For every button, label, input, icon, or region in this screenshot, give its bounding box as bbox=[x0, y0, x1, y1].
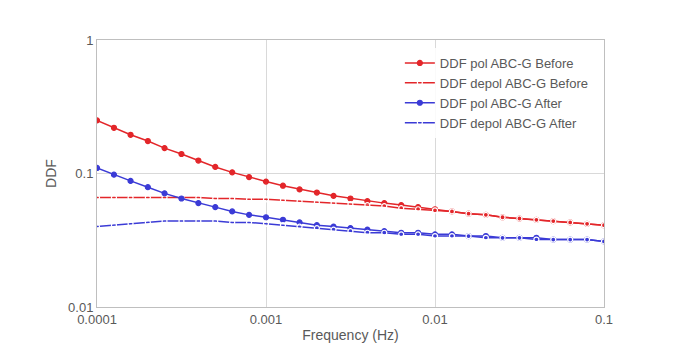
svg-text:0.0001: 0.0001 bbox=[77, 312, 117, 327]
svg-text:0.001: 0.001 bbox=[250, 312, 283, 327]
svg-text:1: 1 bbox=[86, 33, 93, 48]
svg-text:DDF: DDF bbox=[43, 159, 59, 188]
svg-text:DDF depol ABC-G Before: DDF depol ABC-G Before bbox=[440, 76, 588, 91]
svg-text:0.01: 0.01 bbox=[68, 300, 93, 315]
svg-text:0.01: 0.01 bbox=[422, 312, 447, 327]
svg-text:0.1: 0.1 bbox=[595, 312, 613, 327]
svg-text:DDF depol ABC-G After: DDF depol ABC-G After bbox=[440, 116, 577, 131]
svg-text:DDF pol ABC-G Before: DDF pol ABC-G Before bbox=[440, 56, 574, 71]
svg-text:0.1: 0.1 bbox=[75, 166, 93, 181]
svg-text:Frequency (Hz): Frequency (Hz) bbox=[302, 327, 398, 343]
svg-text:DDF pol ABC-G After: DDF pol ABC-G After bbox=[440, 96, 563, 111]
